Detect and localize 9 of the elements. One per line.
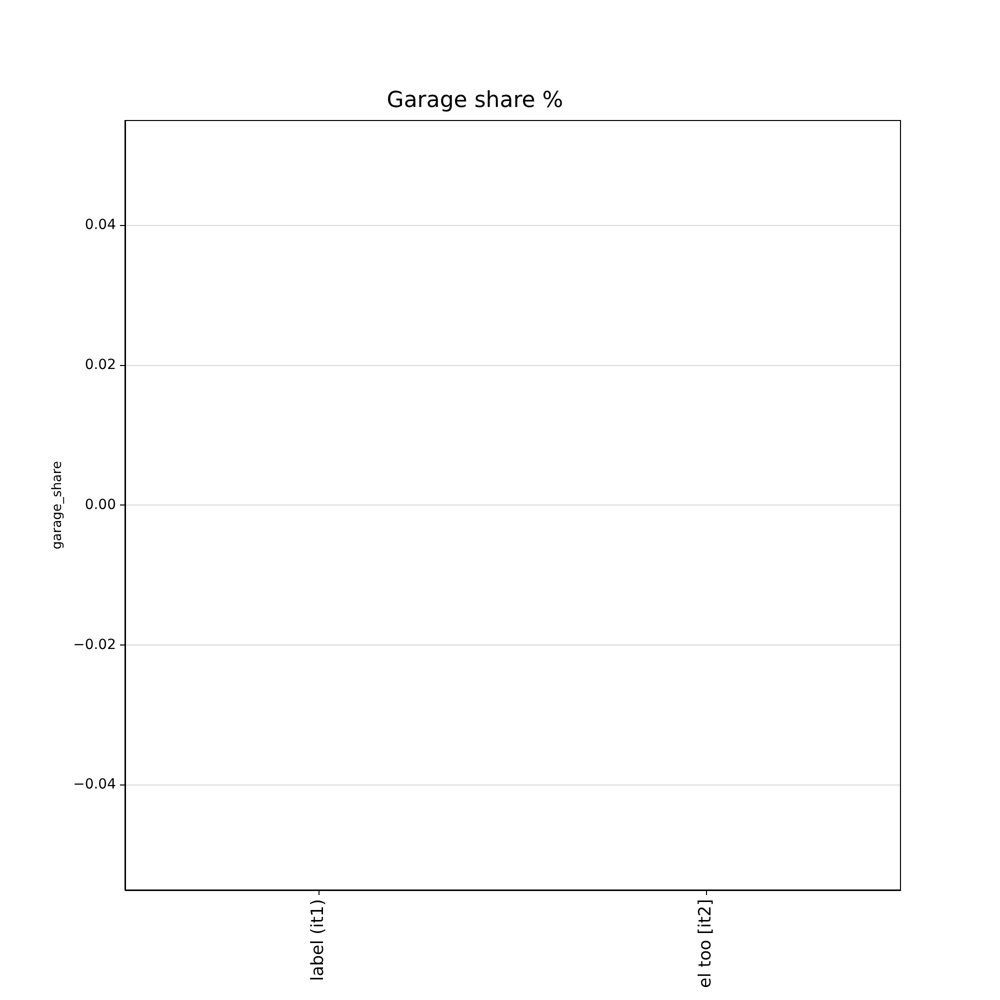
y-axis-title: garage_share [50,461,66,550]
y-tick-label: 0.00 [84,496,116,513]
x-tick-label: label (it1) [308,899,328,981]
y-tick-label: 0.02 [84,356,116,373]
y-tick-label: −0.02 [73,636,116,653]
y-tick-label: −0.04 [73,776,116,793]
y-tick-label: 0.04 [84,216,116,233]
chart-title: Garage share % [386,88,564,113]
x-tick-label: el too [it2] [696,899,716,988]
